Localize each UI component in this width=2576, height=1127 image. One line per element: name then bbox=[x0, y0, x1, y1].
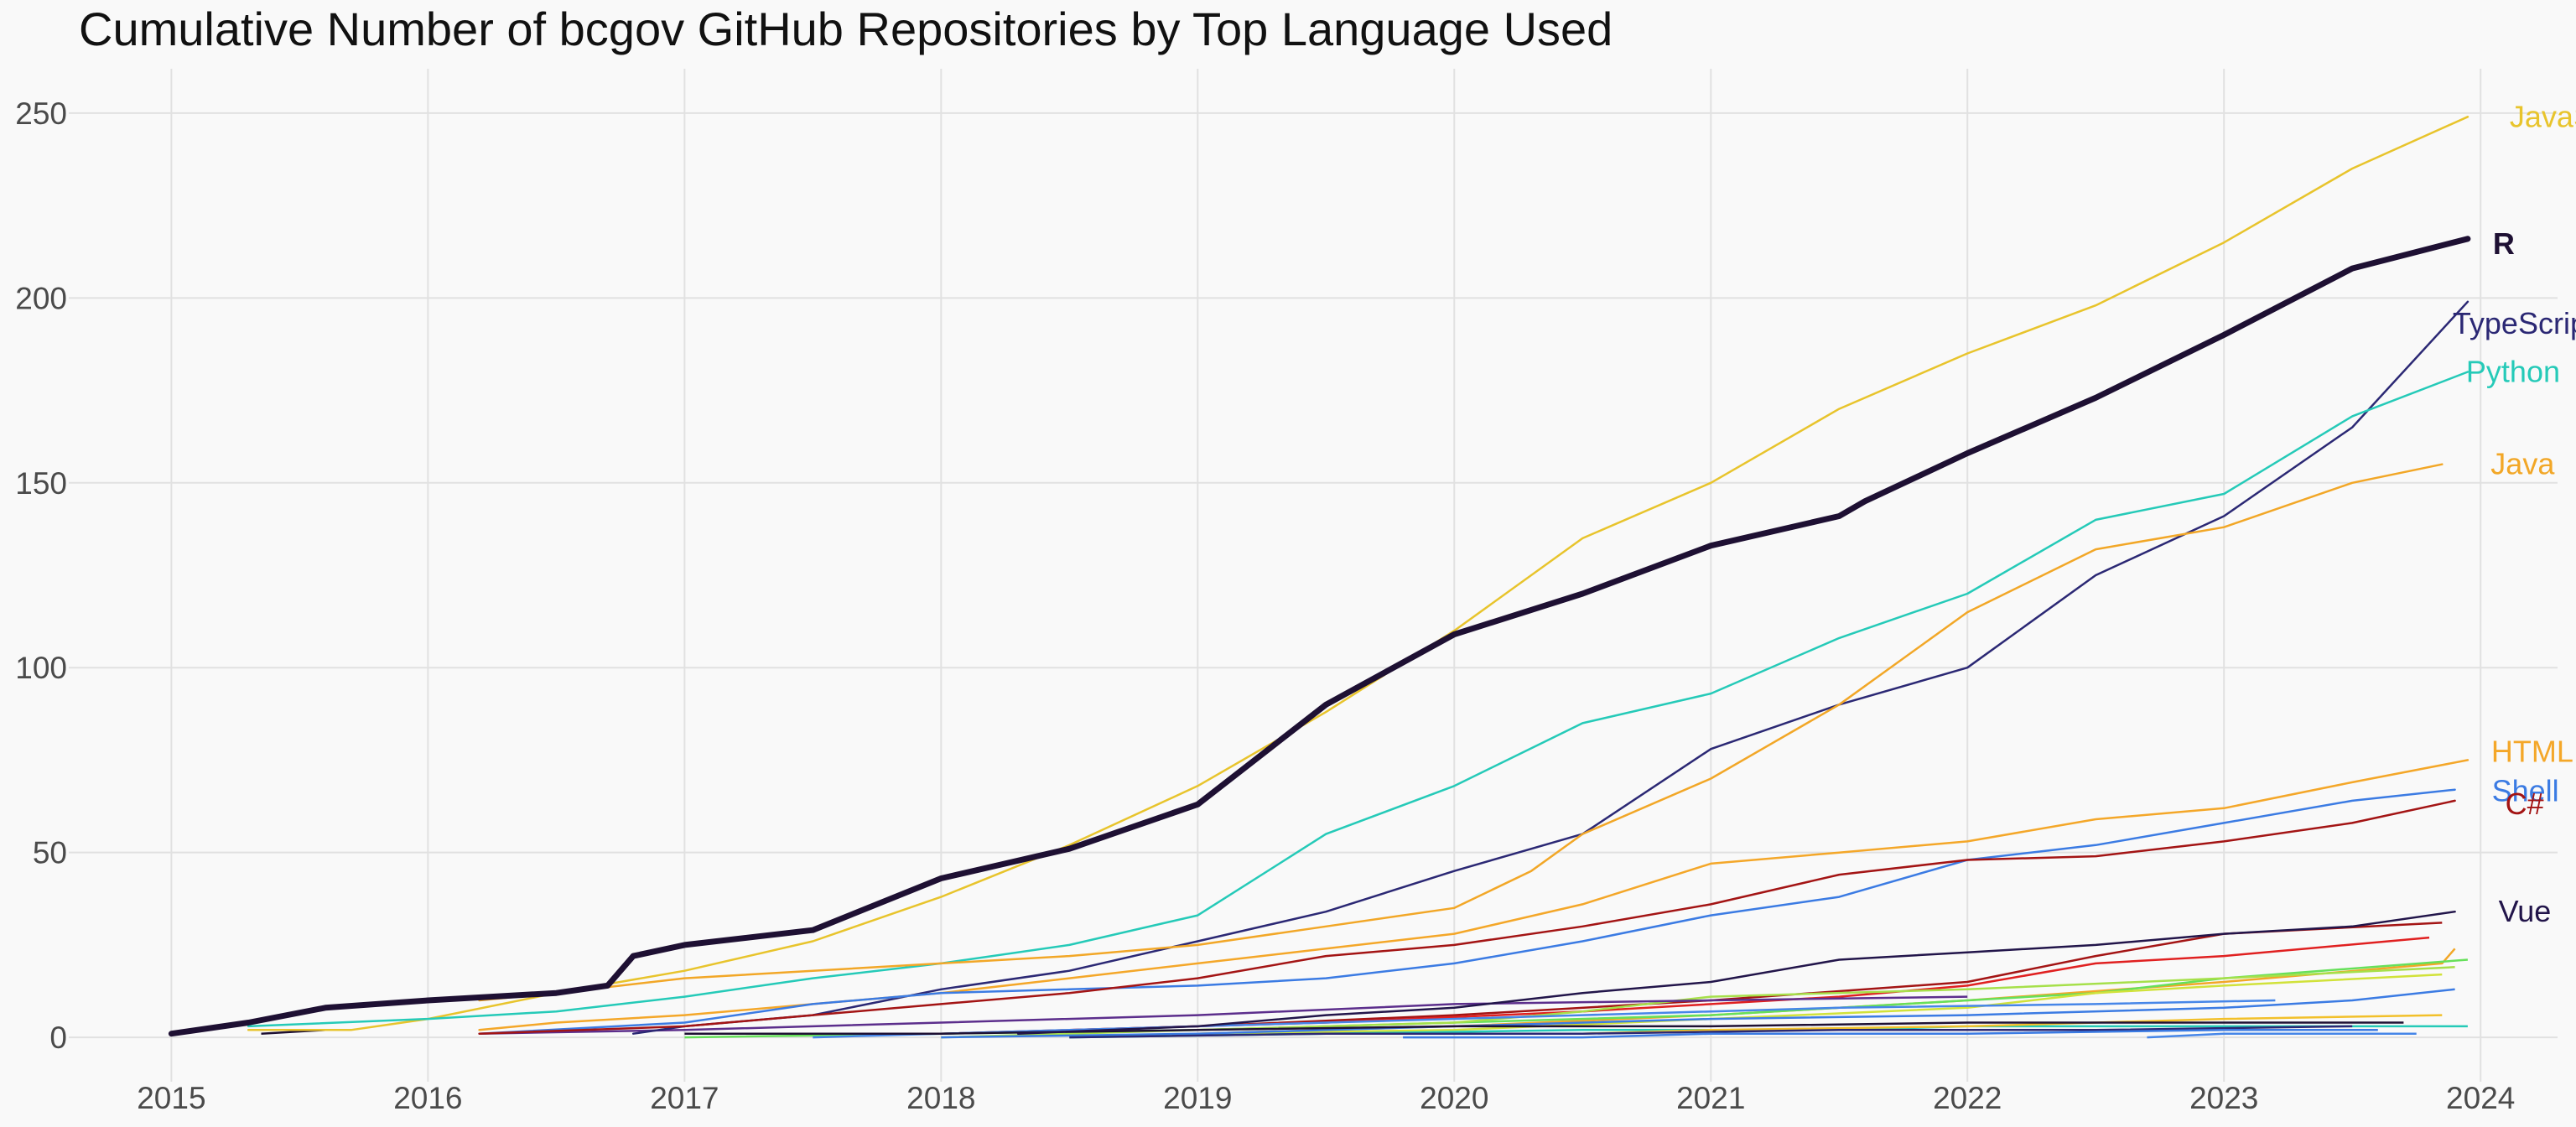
minor-series-line bbox=[813, 999, 2276, 1039]
x-tick-label: 2022 bbox=[1933, 1081, 2002, 1115]
series-label: Java bbox=[2490, 447, 2555, 481]
series-line-python bbox=[247, 371, 2470, 1028]
series-label: R bbox=[2493, 226, 2515, 261]
series-label: Shell bbox=[2492, 774, 2559, 808]
series-label: TypeScript bbox=[2453, 306, 2576, 340]
series-line-shell bbox=[478, 788, 2456, 1035]
minor-series-line bbox=[1069, 936, 2430, 1031]
axis-ticks: 2015 2016 2017 2018 2019 2020 2021 2022 2023 2024… bbox=[15, 96, 2515, 1115]
series-label: C# bbox=[2506, 787, 2544, 821]
series-line-typescript bbox=[631, 300, 2470, 1035]
minor-series-line bbox=[1069, 1025, 2353, 1039]
series-line-javascript bbox=[247, 116, 2470, 1031]
x-tick-label: 2018 bbox=[906, 1081, 975, 1115]
y-tick-label: 0 bbox=[49, 1021, 67, 1055]
x-tick-label: 2020 bbox=[1420, 1081, 1488, 1115]
y-tick-label: 200 bbox=[15, 281, 67, 315]
minor-series-line bbox=[479, 995, 1968, 1035]
series-label: Vue bbox=[2499, 894, 2552, 928]
x-tick-label: 2021 bbox=[1676, 1081, 1745, 1115]
y-tick-label: 100 bbox=[15, 651, 67, 685]
minor-series-line bbox=[1582, 1014, 2443, 1035]
x-tick-label: 2019 bbox=[1163, 1081, 1232, 1115]
y-tick-label: 250 bbox=[15, 96, 67, 131]
series-label: HTML bbox=[2491, 734, 2573, 768]
series-line-html bbox=[478, 759, 2470, 1031]
series-label: JavaScript bbox=[2510, 99, 2576, 133]
chart-title: Cumulative Number of bcgov GitHub Reposi… bbox=[79, 3, 1613, 55]
x-tick-label: 2017 bbox=[650, 1081, 719, 1115]
x-tick-label: 2023 bbox=[2189, 1081, 2258, 1115]
minor-series-line bbox=[1403, 1029, 2378, 1039]
series-line-r bbox=[168, 236, 2471, 1037]
grid bbox=[69, 69, 2558, 1082]
y-tick-label: 150 bbox=[15, 466, 67, 501]
series-line-vue bbox=[1016, 910, 2456, 1035]
x-tick-label: 2016 bbox=[393, 1081, 462, 1115]
x-tick-label: 2024 bbox=[2446, 1081, 2515, 1115]
series-lines bbox=[168, 116, 2471, 1037]
minor-series-line bbox=[684, 1021, 2404, 1035]
minor-series-line bbox=[941, 988, 2455, 1039]
x-tick-label: 2015 bbox=[137, 1081, 205, 1115]
minor-series-line bbox=[1197, 973, 2443, 1035]
series-label: Python bbox=[2466, 355, 2560, 389]
series-line-java bbox=[478, 463, 2444, 1002]
y-tick-label: 50 bbox=[33, 836, 67, 870]
minor-series-lines bbox=[261, 922, 2468, 1039]
minor-series-line bbox=[2147, 1032, 2417, 1039]
series-labels: JavaScript TypeScript Python Java HTML ShellC… bbox=[2453, 99, 2576, 928]
series-line-c bbox=[478, 799, 2456, 1035]
